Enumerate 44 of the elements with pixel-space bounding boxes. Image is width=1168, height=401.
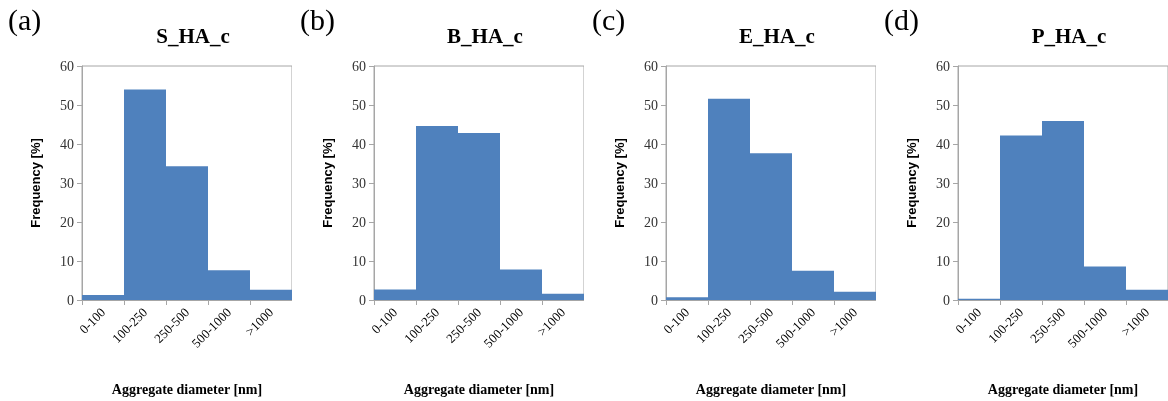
y-tick-label: 20	[352, 214, 366, 230]
y-tick-label: 10	[644, 253, 658, 269]
y-tick-label: 60	[352, 58, 366, 74]
y-tick-label: 0	[359, 292, 366, 308]
y-tick-label: 60	[644, 58, 658, 74]
y-tick-label: 50	[644, 97, 658, 113]
y-tick-label: 10	[352, 253, 366, 269]
x-axis-title: Aggregate diameter [nm]	[403, 381, 555, 397]
x-axis-title: Aggregate diameter [nm]	[987, 381, 1139, 397]
chart-title: E_HA_c	[739, 23, 815, 48]
y-tick-label: 30	[936, 175, 950, 191]
text: (a)	[8, 2, 42, 37]
y-tick-label: 30	[644, 175, 658, 191]
y-tick-label: 0	[67, 292, 74, 308]
chart-title: B_HA_c	[447, 23, 523, 48]
y-tick-label: 20	[60, 214, 74, 230]
y-tick-label: 20	[936, 214, 950, 230]
text: (b)	[300, 2, 335, 37]
y-tick-label: 60	[60, 58, 74, 74]
y-tick-label: 40	[936, 136, 950, 152]
y-tick-label: 30	[60, 175, 74, 191]
y-tick-label: 10	[60, 253, 74, 269]
y-axis-title: Frequency [%]	[320, 138, 335, 228]
y-tick-label: 50	[352, 97, 366, 113]
text: (c)	[592, 2, 626, 37]
y-axis-title: Frequency [%]	[28, 138, 43, 228]
text: (d)	[884, 2, 919, 37]
y-tick-label: 30	[352, 175, 366, 191]
y-tick-label: 50	[60, 97, 74, 113]
x-axis-title: Aggregate diameter [nm]	[695, 381, 847, 397]
y-tick-label: 40	[352, 136, 366, 152]
y-tick-label: 60	[936, 58, 950, 74]
y-tick-label: 0	[943, 292, 950, 308]
chart-title: S_HA_c	[156, 23, 230, 48]
chart-title: P_HA_c	[1031, 23, 1107, 48]
y-tick-label: 50	[936, 97, 950, 113]
y-tick-label: 20	[644, 214, 658, 230]
y-tick-label: 0	[651, 292, 658, 308]
y-tick-label: 10	[936, 253, 950, 269]
y-tick-label: 40	[60, 136, 74, 152]
x-axis-title: Aggregate diameter [nm]	[111, 381, 263, 397]
y-axis-title: Frequency [%]	[904, 138, 919, 228]
y-axis-title: Frequency [%]	[612, 138, 627, 228]
y-tick-label: 40	[644, 136, 658, 152]
